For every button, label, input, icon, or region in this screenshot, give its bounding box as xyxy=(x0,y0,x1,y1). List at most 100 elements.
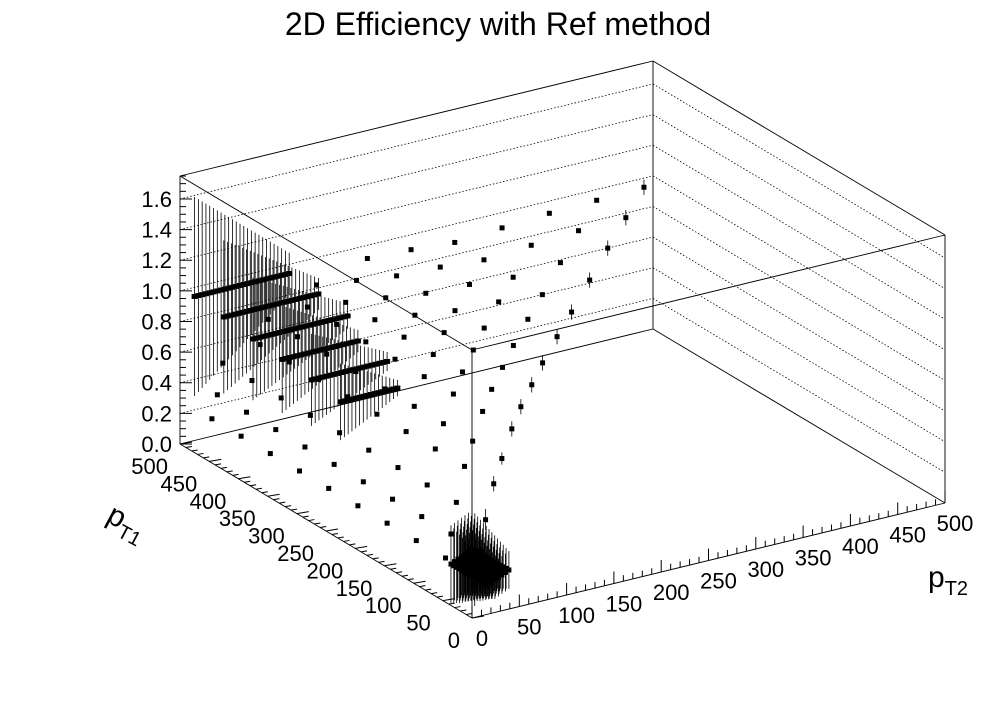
data-marker xyxy=(357,365,364,371)
x-axis: 0 50 100 150 200 250 300 350 400 450 500 xyxy=(471,491,973,651)
data-marker xyxy=(296,296,303,302)
data-marker xyxy=(345,397,352,403)
data-marker xyxy=(490,567,496,573)
data-marker xyxy=(337,399,344,405)
data-marker xyxy=(495,561,501,567)
y-minor-tick xyxy=(285,505,292,508)
data-marker xyxy=(587,277,593,283)
data-marker xyxy=(411,403,417,409)
data-marker xyxy=(482,580,488,586)
y-minor-tick xyxy=(185,445,192,448)
data-marker xyxy=(452,239,458,245)
data-marker xyxy=(463,565,469,571)
data-marker xyxy=(510,342,516,348)
y-minor-tick xyxy=(390,567,397,570)
data-marker xyxy=(395,465,401,471)
frame-edge xyxy=(471,234,946,351)
y-tick xyxy=(471,615,485,619)
y-minor-tick xyxy=(337,536,344,539)
data-marker xyxy=(423,290,429,296)
data-marker xyxy=(206,290,213,296)
y-tick-label: 150 xyxy=(336,576,373,601)
data-marker xyxy=(375,390,382,396)
data-marker xyxy=(374,411,380,417)
data-marker xyxy=(448,561,454,567)
data-marker xyxy=(199,292,206,298)
data-marker xyxy=(525,316,531,322)
data-marker xyxy=(483,572,489,578)
data-marker xyxy=(253,335,260,341)
data-marker xyxy=(328,344,335,350)
data-marker xyxy=(295,325,302,331)
data-marker xyxy=(323,373,330,379)
data-marker xyxy=(365,363,372,369)
z-tick-label: 0.6 xyxy=(141,340,172,365)
z-gridline xyxy=(179,236,654,353)
y-tick-label: 50 xyxy=(406,611,430,636)
data-marker xyxy=(284,328,291,334)
data-marker xyxy=(569,309,575,315)
data-marker xyxy=(474,571,480,577)
y-tick xyxy=(384,563,397,567)
data-marker xyxy=(346,368,353,374)
data-marker xyxy=(312,376,319,382)
data-marker xyxy=(307,293,314,299)
data-marker xyxy=(243,308,250,314)
data-marker xyxy=(321,318,328,324)
data-marker xyxy=(319,374,326,380)
data-marker xyxy=(351,339,358,345)
data-marker xyxy=(338,370,345,376)
z-gridline xyxy=(179,114,654,230)
data-marker xyxy=(470,347,476,353)
y-minor-tick xyxy=(261,491,268,494)
data-marker xyxy=(318,319,325,325)
data-marker xyxy=(352,395,359,401)
y-minor-tick xyxy=(460,609,467,612)
data-marker xyxy=(251,307,258,313)
data-marker xyxy=(294,334,300,340)
z-gridline xyxy=(652,83,946,259)
data-marker xyxy=(485,582,491,588)
data-marker xyxy=(334,370,341,376)
data-marker xyxy=(218,287,225,293)
data-marker xyxy=(461,559,467,565)
data-marker xyxy=(302,323,309,329)
z-tick-label: 1.0 xyxy=(141,279,172,304)
y-minor-tick xyxy=(466,613,473,616)
z-gridline xyxy=(179,83,654,200)
data-marker xyxy=(233,283,240,289)
data-marker xyxy=(334,321,340,327)
data-marker xyxy=(209,416,215,422)
z-gridline xyxy=(652,267,946,443)
z-gridline xyxy=(652,175,946,351)
data-marker xyxy=(384,358,391,364)
x-tick-label: 150 xyxy=(606,592,643,617)
data-marker xyxy=(316,376,322,382)
data-marker xyxy=(476,577,482,583)
data-marker xyxy=(623,215,629,221)
data-marker xyxy=(363,339,369,345)
data-marker xyxy=(379,389,386,395)
data-marker xyxy=(244,281,251,287)
data-marker xyxy=(466,567,472,573)
data-marker xyxy=(408,247,414,253)
data-marker xyxy=(298,352,305,358)
data-marker xyxy=(325,318,332,324)
z-axis: 0.0 0.2 0.4 0.6 0.8 1.0 1.2 1.4 1.6 xyxy=(141,175,192,457)
data-marker xyxy=(458,558,464,564)
data-marker xyxy=(297,468,303,474)
data-marker xyxy=(462,569,468,575)
data-marker xyxy=(454,564,460,570)
data-marker xyxy=(469,564,475,570)
y-minor-tick xyxy=(255,487,263,490)
data-marker xyxy=(224,313,231,319)
data-marker xyxy=(459,568,465,574)
data-marker xyxy=(326,485,332,491)
data-marker xyxy=(371,391,378,397)
data-marker xyxy=(344,313,351,319)
data-marker xyxy=(310,321,317,327)
data-marker xyxy=(309,349,316,355)
data-marker xyxy=(468,572,474,578)
data-marker xyxy=(462,463,468,469)
y-minor-tick xyxy=(302,515,309,518)
